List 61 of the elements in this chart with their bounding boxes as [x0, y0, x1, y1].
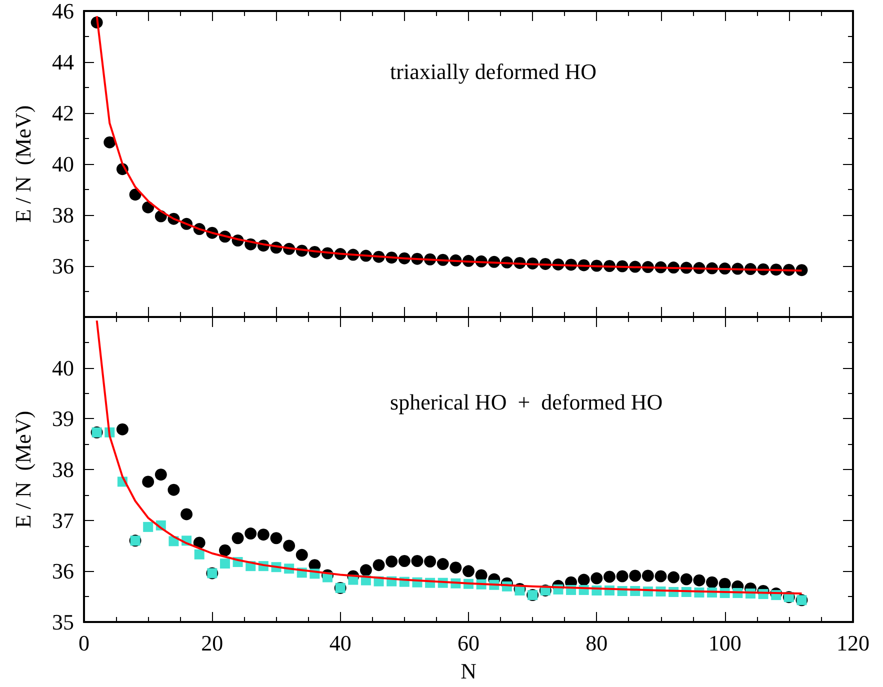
point	[360, 564, 372, 576]
point	[104, 136, 116, 148]
y-tick-label: 42	[52, 100, 74, 126]
y-tick-label: 36	[52, 254, 74, 278]
y-tick-label: 35	[52, 610, 74, 634]
x-tick-label: 80	[586, 630, 608, 656]
x-tick-label: 20	[201, 630, 224, 656]
point	[244, 528, 257, 540]
annotation: triaxially deformed HO	[390, 59, 597, 84]
point	[194, 549, 204, 560]
point	[436, 558, 449, 570]
y-axis-title: E / N (MeV)	[10, 105, 36, 223]
point	[218, 544, 231, 556]
point	[603, 570, 616, 583]
point	[372, 559, 385, 572]
point	[270, 532, 282, 544]
point	[220, 558, 230, 569]
point	[116, 423, 128, 436]
x-axis-title: N	[460, 658, 477, 684]
annotation: spherical HO + deformed HO	[390, 389, 663, 414]
point	[668, 571, 680, 584]
point	[168, 484, 180, 496]
y-tick-label: 44	[52, 50, 74, 74]
point	[616, 570, 628, 582]
y-tick-label: 38	[52, 202, 74, 228]
point	[578, 574, 590, 586]
point	[462, 565, 474, 578]
point	[193, 536, 206, 549]
x-tick-label: 40	[329, 630, 352, 656]
point	[154, 468, 167, 481]
point	[142, 476, 154, 488]
y-tick-label: 39	[52, 406, 74, 432]
point	[424, 556, 436, 568]
x-tick-label: 100	[708, 630, 742, 656]
point	[398, 555, 410, 567]
y-tick-label: 40	[52, 152, 74, 176]
point	[654, 570, 667, 582]
point	[257, 528, 270, 541]
y-axis-title: E / N (MeV)	[10, 410, 36, 528]
y-tick-label: 40	[52, 355, 74, 380]
point	[411, 555, 424, 567]
point	[296, 548, 308, 561]
point	[706, 576, 718, 588]
point	[590, 572, 603, 584]
point	[180, 508, 193, 520]
point	[386, 556, 398, 568]
y-tick-label: 38	[52, 457, 74, 482]
y-tick-label: 37	[52, 508, 74, 533]
x-tick-label: 60	[458, 630, 480, 656]
point	[680, 573, 692, 586]
point	[693, 574, 706, 586]
point	[629, 570, 642, 582]
point	[450, 562, 462, 574]
point	[232, 532, 244, 544]
x-tick-label: 120	[836, 630, 870, 656]
point	[642, 570, 654, 582]
y-tick-label: 46	[52, 0, 74, 24]
point	[143, 522, 154, 532]
point	[283, 540, 296, 552]
y-tick-label: 36	[52, 558, 74, 584]
x-tick-label: 0	[78, 630, 90, 656]
